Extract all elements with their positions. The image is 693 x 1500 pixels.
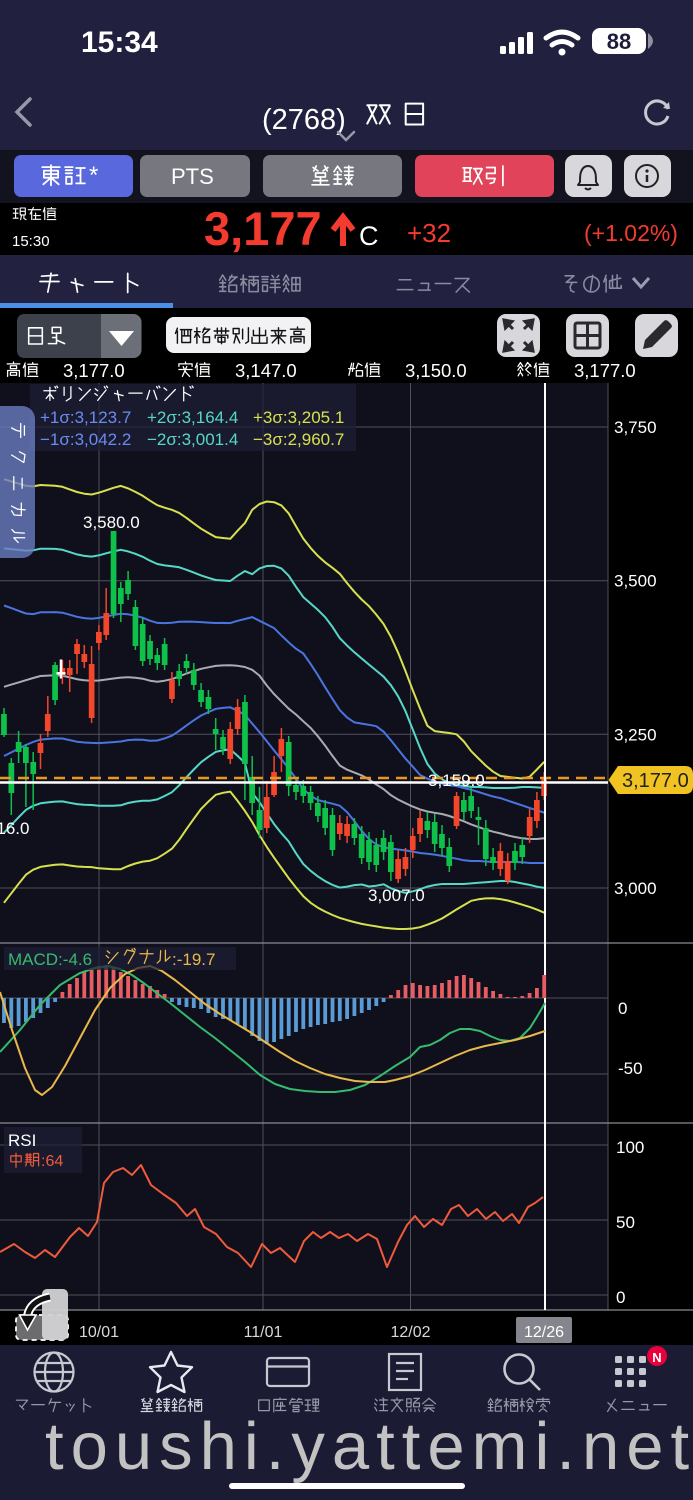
svg-text:100: 100	[616, 1138, 644, 1157]
svg-text:N: N	[652, 1350, 661, 1365]
svg-text:C: C	[359, 221, 379, 251]
svg-text:+32: +32	[407, 218, 451, 248]
svg-text:PTS: PTS	[171, 164, 214, 189]
svg-text:3,007.0: 3,007.0	[368, 886, 425, 905]
svg-text:3,177: 3,177	[204, 202, 322, 255]
svg-text:−1σ:3,042.2: −1σ:3,042.2	[40, 430, 131, 449]
svg-text:88: 88	[607, 29, 631, 54]
svg-text:3,580.0: 3,580.0	[83, 513, 140, 532]
svg-text:MACD:-4.6: MACD:-4.6	[8, 950, 92, 969]
svg-text:3,147.0: 3,147.0	[235, 360, 297, 381]
svg-text:(+1.02%): (+1.02%)	[584, 220, 678, 246]
svg-text:3,116.0: 3,116.0	[0, 819, 29, 838]
svg-text:−3σ:2,960.7: −3σ:2,960.7	[253, 430, 344, 449]
svg-text:3,150.0: 3,150.0	[405, 360, 467, 381]
svg-text:*: *	[89, 162, 98, 189]
svg-text:3,000: 3,000	[614, 879, 657, 898]
svg-text:3,250: 3,250	[614, 725, 657, 744]
svg-text:0: 0	[616, 1288, 625, 1307]
svg-text:toushi.yattemi.net: toushi.yattemi.net	[45, 1409, 693, 1484]
svg-text:+1σ:3,123.7: +1σ:3,123.7	[40, 408, 131, 427]
svg-text:3,500: 3,500	[614, 572, 657, 591]
svg-text::64: :64	[41, 1153, 63, 1170]
svg-text:3,177.0: 3,177.0	[574, 360, 636, 381]
svg-text:15:34: 15:34	[81, 26, 158, 59]
svg-text::-19.7: :-19.7	[172, 950, 215, 969]
svg-text:12/02: 12/02	[390, 1324, 430, 1341]
svg-text:RSI: RSI	[8, 1131, 36, 1150]
svg-text:−2σ:3,001.4: −2σ:3,001.4	[147, 430, 238, 449]
svg-text:3,750: 3,750	[614, 418, 657, 437]
svg-text:(2768): (2768)	[262, 104, 346, 136]
svg-text:+3σ:3,205.1: +3σ:3,205.1	[253, 408, 344, 427]
svg-text:50: 50	[616, 1213, 635, 1232]
svg-text:-50: -50	[618, 1059, 643, 1078]
svg-text:0: 0	[618, 999, 627, 1018]
svg-text:12/26: 12/26	[524, 1324, 564, 1341]
svg-text:3,177.0: 3,177.0	[63, 360, 125, 381]
svg-text:3,177.0: 3,177.0	[622, 770, 689, 792]
svg-text:15:30: 15:30	[12, 233, 50, 250]
svg-text:11/01: 11/01	[244, 1324, 283, 1341]
svg-text:+2σ:3,164.4: +2σ:3,164.4	[147, 408, 238, 427]
svg-text:10/01: 10/01	[79, 1324, 119, 1341]
svg-text:3,159.0: 3,159.0	[428, 771, 485, 790]
